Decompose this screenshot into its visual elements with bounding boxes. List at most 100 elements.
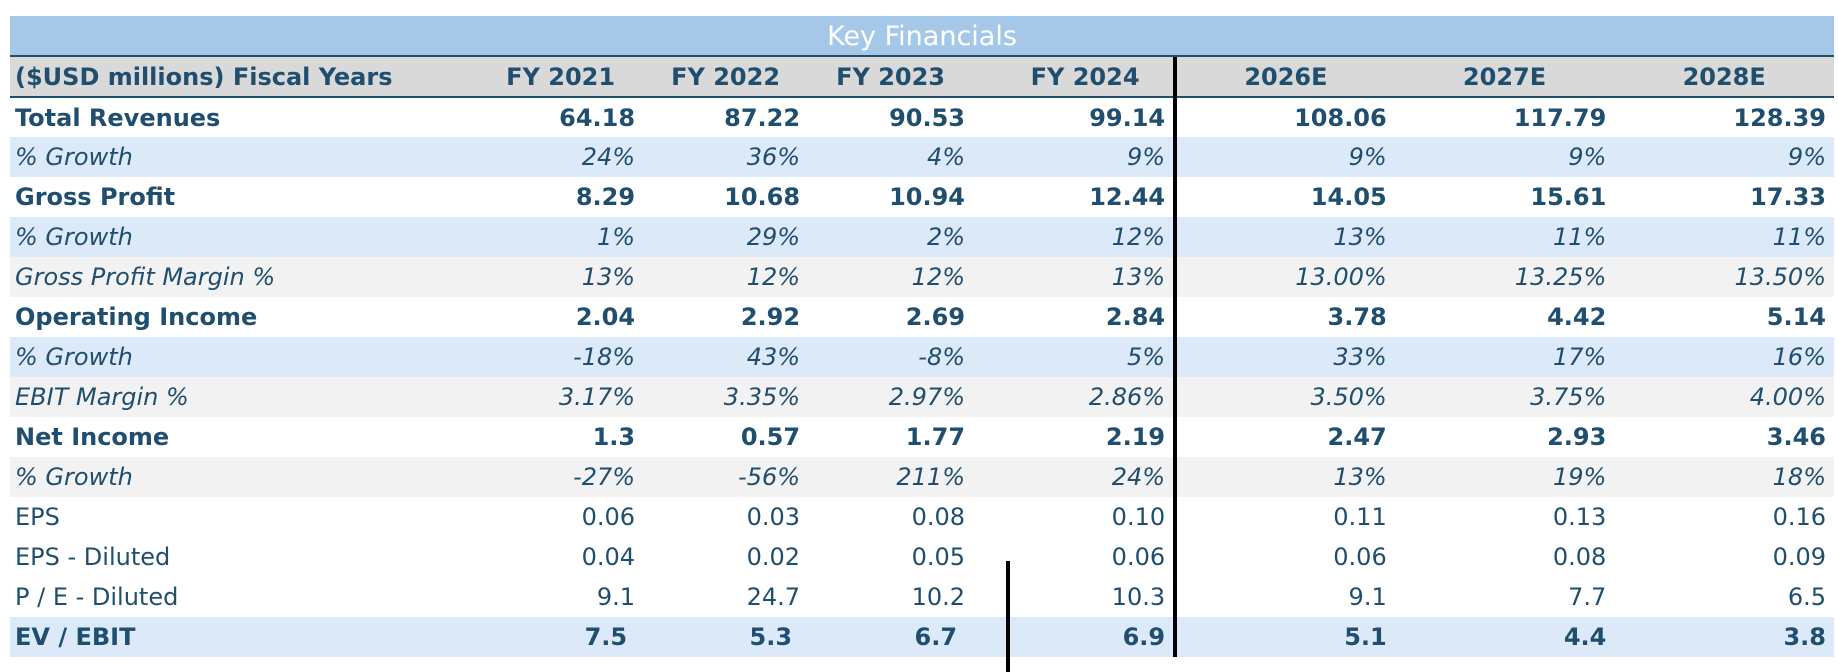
cell: 6.5 — [1614, 577, 1834, 617]
cell: 3.50% — [1175, 377, 1395, 417]
header-year: 2027E — [1394, 57, 1615, 98]
cell: 99.14 — [973, 97, 1178, 137]
cell: 0.04 — [478, 537, 644, 577]
header-year: FY 2022 — [643, 57, 809, 98]
row-label: EPS — [10, 497, 479, 537]
table-row: EBIT Margin % 3.17% 3.35% 2.97% 2.86% 3.… — [10, 377, 1834, 417]
header-year: 2028E — [1614, 57, 1834, 98]
row-label: P / E - Diluted — [10, 577, 479, 617]
table-row: EPS - Diluted 0.04 0.02 0.05 0.06 0.06 0… — [10, 537, 1834, 577]
cell: 10.68 — [643, 177, 809, 217]
cell: 4.42 — [1394, 297, 1615, 337]
row-label: Operating Income — [10, 297, 479, 337]
cell: 11% — [1394, 217, 1615, 257]
cell: 64.18 — [478, 97, 644, 137]
cell: 7.5 — [478, 617, 644, 657]
cell: 4% — [808, 137, 974, 177]
cell: 0.13 — [1394, 497, 1615, 537]
cell: 18% — [1614, 457, 1834, 497]
cell: 3.78 — [1175, 297, 1395, 337]
table-row: Operating Income 2.04 2.92 2.69 2.84 3.7… — [10, 297, 1834, 337]
cell: 117.79 — [1394, 97, 1615, 137]
table-row: % Growth -18% 43% -8% 5% 33% 17% 16% — [10, 337, 1834, 377]
cell: 10.3 — [973, 577, 1178, 617]
header-year: FY 2024 — [973, 57, 1178, 98]
cell: 9.1 — [1175, 577, 1395, 617]
cell: 24% — [973, 457, 1178, 497]
cell: 5.14 — [1614, 297, 1834, 337]
table-row: Gross Profit 8.29 10.68 10.94 12.44 14.0… — [10, 177, 1834, 217]
cell: 0.08 — [1394, 537, 1615, 577]
cell: 12.44 — [973, 177, 1178, 217]
cell: 0.11 — [1175, 497, 1395, 537]
cell: 12% — [808, 257, 974, 297]
row-label: EPS - Diluted — [10, 537, 479, 577]
cell: 0.05 — [808, 537, 974, 577]
header-year: 2026E — [1175, 57, 1395, 98]
cell: 2.84 — [973, 297, 1178, 337]
financials-table: ($USD millions) Fiscal Years FY 2021 FY … — [10, 57, 1834, 657]
cell: 17% — [1394, 337, 1615, 377]
row-label: EBIT Margin % — [10, 377, 479, 417]
cell: 1.77 — [808, 417, 974, 457]
cell: 1.3 — [478, 417, 644, 457]
cell: 2.86% — [973, 377, 1178, 417]
cell: 10.2 — [808, 577, 974, 617]
cell: 17.33 — [1614, 177, 1834, 217]
cell: 5% — [973, 337, 1178, 377]
row-label: Gross Profit — [10, 177, 479, 217]
cell: 211% — [808, 457, 974, 497]
row-label: Gross Profit Margin % — [10, 257, 479, 297]
cell: 0.10 — [973, 497, 1178, 537]
table-row: EPS 0.06 0.03 0.08 0.10 0.11 0.13 0.16 — [10, 497, 1834, 537]
table-row: Total Revenues 64.18 87.22 90.53 99.14 1… — [10, 97, 1834, 137]
cell: 24% — [478, 137, 644, 177]
cell: 0.08 — [808, 497, 974, 537]
cell: 11% — [1614, 217, 1834, 257]
cell: 13.25% — [1394, 257, 1615, 297]
cell: 0.02 — [643, 537, 809, 577]
cell: 0.09 — [1614, 537, 1834, 577]
table-row: % Growth 24% 36% 4% 9% 9% 9% 9% — [10, 137, 1834, 177]
cell: -27% — [478, 457, 644, 497]
key-financials-sheet: Key Financials ($USD millions) Fiscal Ye… — [10, 16, 1834, 657]
cell: 12% — [973, 217, 1178, 257]
row-label: % Growth — [10, 137, 479, 177]
cell: 8.29 — [478, 177, 644, 217]
cell: 87.22 — [643, 97, 809, 137]
cell: 1% — [478, 217, 644, 257]
cell: 12% — [643, 257, 809, 297]
cell: 3.17% — [478, 377, 644, 417]
header-row: ($USD millions) Fiscal Years FY 2021 FY … — [10, 57, 1834, 98]
cell: 90.53 — [808, 97, 974, 137]
cell: 5.1 — [1175, 617, 1395, 657]
header-year: FY 2023 — [808, 57, 974, 98]
cell: 2% — [808, 217, 974, 257]
cell: 9% — [1175, 137, 1395, 177]
cell: 6.7 — [808, 617, 974, 657]
cell: 2.04 — [478, 297, 644, 337]
cell: 3.35% — [643, 377, 809, 417]
cell: 43% — [643, 337, 809, 377]
cell: 3.46 — [1614, 417, 1834, 457]
table-row: % Growth -27% -56% 211% 24% 13% 19% 18% — [10, 457, 1834, 497]
cell: 9% — [973, 137, 1178, 177]
cell: 36% — [643, 137, 809, 177]
cell: -56% — [643, 457, 809, 497]
cell: 5.3 — [643, 617, 809, 657]
table-row: EV / EBIT 7.5 5.3 6.7 6.9 5.1 4.4 3.8 — [10, 617, 1834, 657]
cell: 108.06 — [1175, 97, 1395, 137]
cell: 13.00% — [1175, 257, 1395, 297]
cell: 9% — [1394, 137, 1615, 177]
cell: 2.19 — [973, 417, 1178, 457]
header-year: FY 2021 — [478, 57, 644, 98]
cell: 0.06 — [973, 537, 1178, 577]
cell: -8% — [808, 337, 974, 377]
cell: 2.97% — [808, 377, 974, 417]
cell: 4.4 — [1394, 617, 1615, 657]
cell: 13% — [973, 257, 1178, 297]
table-row: Net Income 1.3 0.57 1.77 2.19 2.47 2.93 … — [10, 417, 1834, 457]
table-row: P / E - Diluted 9.1 24.7 10.2 10.3 9.1 7… — [10, 577, 1834, 617]
header-label: ($USD millions) Fiscal Years — [10, 57, 479, 98]
cell: 3.75% — [1394, 377, 1615, 417]
